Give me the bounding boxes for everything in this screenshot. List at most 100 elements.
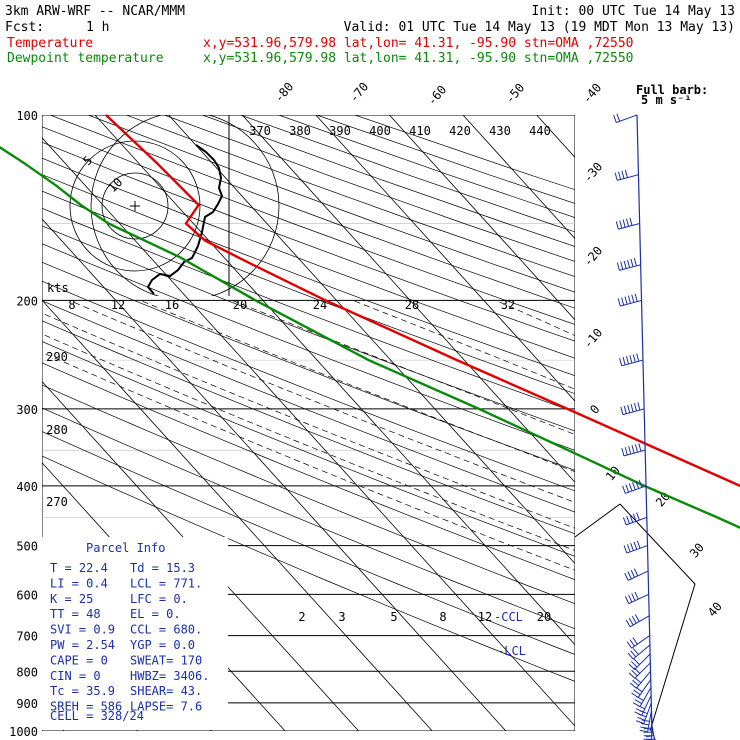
isotherm [42, 218, 507, 731]
barb-flag [617, 298, 621, 307]
barb-flag [626, 516, 630, 524]
parcel-value-left: CIN = 0 [50, 669, 101, 683]
dry-adiabat [42, 174, 575, 377]
barb-flag [632, 679, 639, 686]
barb-flag [616, 113, 621, 122]
barb-staff-axis [636, 114, 653, 732]
model-title: 3km ARW-WRF -- NCAR/MMM [5, 4, 185, 19]
wind-barb-column [574, 113, 696, 740]
barb-flag [637, 716, 646, 721]
barb-flag [635, 480, 640, 489]
temperature-location: x,y=531.96,579.98 lat,lon= 41.31, -95.90… [203, 36, 633, 51]
barb-flag [619, 220, 623, 229]
mixing-ratio-label: 20 [537, 610, 551, 624]
barb-flag [628, 663, 635, 670]
barb-flag [623, 405, 627, 414]
hodograph-ring-outer [90, 115, 280, 296]
theta-label: 420 [449, 124, 471, 138]
wind-barb [643, 717, 653, 740]
barb-flag [627, 571, 632, 580]
hodograph-ring-label: 5 [80, 153, 95, 168]
barb-flag [633, 689, 641, 696]
barb-flag [632, 637, 638, 645]
barb-column-outline [619, 503, 696, 732]
barb-flag [631, 669, 638, 677]
wind-barb [639, 710, 652, 733]
parcel-value-right: CCL = 680. [130, 623, 202, 637]
mixing-ratio-label: 12 [478, 610, 492, 624]
barb-flag [615, 221, 619, 230]
barb-staff [617, 174, 639, 181]
hodograph-speed-label: 16 [165, 298, 179, 312]
forecast-hour: 1 h [86, 20, 109, 35]
barb-flag [633, 257, 637, 266]
isotherm-label: 30 [687, 540, 707, 560]
barb-flag [634, 614, 640, 622]
dry-adiabat [42, 455, 575, 682]
parcel-value-left: CAPE = 0 [50, 653, 108, 667]
barb-flag [618, 171, 622, 180]
dry-adiabat [42, 431, 575, 655]
dry-adiabat [42, 261, 575, 471]
wind-barb [624, 591, 649, 605]
barb-flag [627, 259, 631, 268]
barb-flag [641, 719, 650, 722]
barb-flag [627, 652, 634, 660]
isotherm-label: -30 [581, 160, 606, 186]
wind-barb [622, 479, 647, 494]
barb-flag [634, 444, 638, 453]
barb-flag [619, 357, 623, 366]
parcel-cell: CELL = 328/24 [50, 709, 144, 723]
barb-flag [624, 572, 629, 581]
isotherm-label: -80 [272, 80, 297, 106]
moist-adiabat [42, 333, 575, 551]
wind-barb [615, 217, 640, 230]
barb-flag [632, 648, 639, 655]
barb-flag [624, 169, 628, 178]
hodograph-speed-label: 24 [313, 298, 327, 312]
barb-flag [624, 596, 630, 604]
parcel-value-left: Tc = 35.9 [50, 684, 115, 698]
init-time: Init: 00 UTC Tue 14 May 13 [532, 4, 736, 19]
barb-flag [628, 672, 636, 679]
barb-staff [651, 724, 656, 740]
dewpoint-legend: Dewpoint temperature [7, 51, 164, 66]
hodograph-speed-label: 28 [405, 298, 419, 312]
dry-adiabat [42, 190, 575, 395]
dry-adiabat [42, 243, 575, 451]
isotherm-label: -40 [580, 81, 605, 107]
parcel-value-left: TT = 48 [50, 607, 101, 621]
barb-flag [631, 616, 637, 624]
barb-flag [628, 617, 634, 626]
dry-adiabat [42, 280, 575, 492]
dewpoint-location: x,y=531.96,579.98 lat,lon= 41.31, -95.90… [203, 51, 633, 66]
parcel-value-left: PW = 2.54 [50, 638, 115, 652]
wind-barb [621, 443, 646, 457]
wind-barb [620, 402, 645, 416]
barb-key-title: Full barb: [636, 83, 708, 97]
barb-flag [629, 217, 633, 226]
dry-adiabat [202, 115, 575, 247]
isotherm-label: -20 [581, 244, 606, 270]
pressure-tick-label: 400 [16, 480, 38, 494]
dry-adiabat [42, 407, 575, 630]
barb-flag [632, 513, 637, 522]
barb-key-value: 5 m s⁻¹ [641, 93, 692, 107]
wind-barb [627, 644, 651, 660]
barb-flag [624, 296, 628, 305]
barb-flag [622, 517, 627, 526]
sounding-traces [0, 114, 740, 530]
barb-flag [625, 356, 630, 365]
isotherm [536, 115, 575, 158]
barb-staff [631, 635, 650, 649]
parcel-value-right: LAPSE= 7.6 [130, 700, 202, 714]
barb-flag [629, 355, 633, 364]
dry-adiabat [42, 320, 575, 535]
theta-label: 390 [329, 124, 351, 138]
barb-flag [626, 544, 631, 553]
parcel-value-right: SHEAR= 43. [130, 684, 202, 698]
mixing-ratio-label: 3 [338, 610, 345, 624]
barb-flag [636, 720, 644, 724]
dry-adiabat [240, 115, 575, 233]
